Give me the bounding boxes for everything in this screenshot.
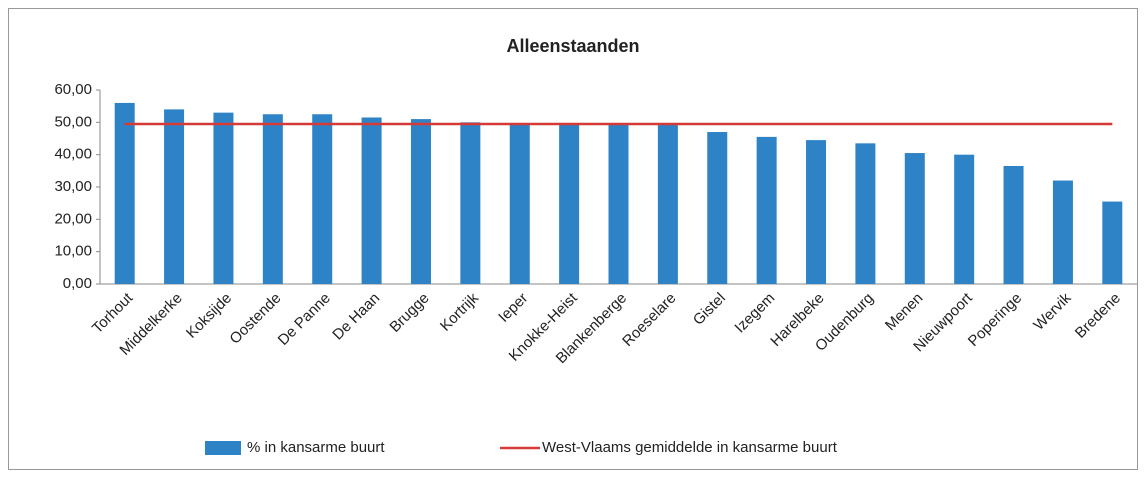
bar — [1102, 201, 1123, 284]
bar — [855, 143, 876, 284]
chart-title: Alleenstaanden — [506, 36, 639, 56]
bar — [509, 123, 530, 284]
legend-swatch — [205, 441, 241, 455]
bar — [608, 123, 629, 284]
y-tick-label: 40,00 — [54, 146, 92, 163]
y-tick-label: 20,00 — [54, 210, 92, 227]
bar — [756, 136, 777, 284]
bar — [559, 123, 580, 284]
y-tick-label: 60,00 — [54, 81, 92, 98]
bar — [1052, 180, 1073, 284]
y-tick-label: 50,00 — [54, 113, 92, 130]
y-tick-label: 30,00 — [54, 178, 92, 195]
bar — [312, 114, 333, 284]
bar — [904, 153, 925, 284]
bar — [164, 109, 185, 285]
bar — [213, 112, 234, 284]
bar — [114, 102, 135, 284]
bar — [460, 122, 481, 284]
bar — [707, 132, 728, 284]
bar — [1003, 165, 1024, 284]
y-tick-label: 0,00 — [63, 275, 92, 292]
bar — [361, 117, 382, 284]
bar — [410, 119, 431, 284]
bar — [954, 154, 975, 284]
legend-label: West-Vlaams gemiddelde in kansarme buurt — [542, 439, 838, 456]
bar — [657, 123, 678, 284]
bar — [262, 114, 283, 284]
bar — [806, 140, 827, 284]
y-tick-label: 10,00 — [54, 243, 92, 260]
legend-label: % in kansarme buurt — [247, 439, 385, 456]
